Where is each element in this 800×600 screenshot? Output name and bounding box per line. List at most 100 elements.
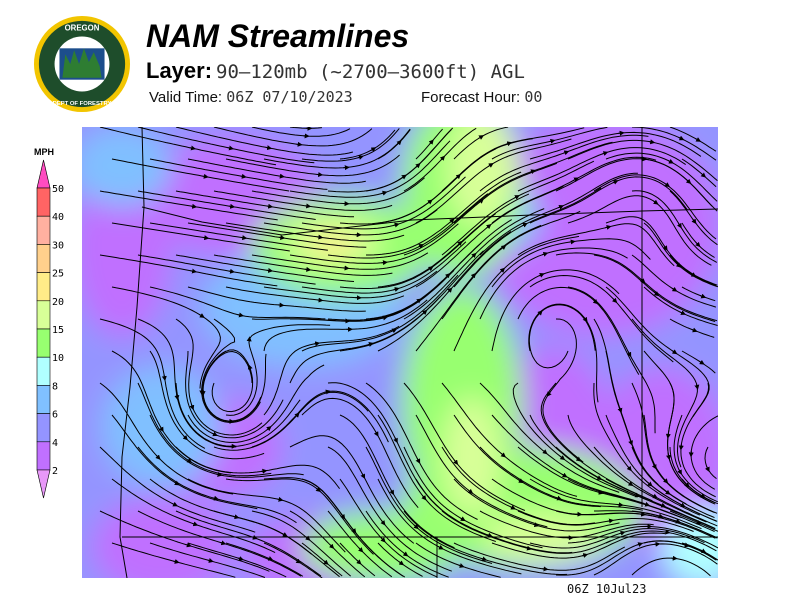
- streamline-arrow: [186, 458, 193, 463]
- streamline: [643, 158, 718, 212]
- legend-band: [36, 215, 51, 245]
- legend-above-triangle: [36, 159, 51, 189]
- streamline: [202, 350, 262, 422]
- streamline-arrow: [211, 431, 218, 437]
- streamline: [187, 286, 366, 312]
- streamline-arrow: [391, 328, 398, 334]
- streamline: [529, 176, 688, 224]
- streamline-arrow: [518, 478, 524, 484]
- streamline: [555, 510, 716, 539]
- streamline-arrow: [674, 518, 681, 524]
- streamline-arrow: [351, 528, 357, 534]
- streamline-arrow: [393, 287, 400, 292]
- streamline-arrow: [695, 520, 702, 525]
- streamline-arrow: [393, 437, 398, 444]
- streamline-arrow: [381, 315, 389, 321]
- legend-tick-label: 40: [52, 212, 64, 223]
- streamline: [99, 127, 277, 166]
- legend-tick-label: 15: [52, 325, 64, 336]
- streamline-arrow: [427, 266, 434, 272]
- streamline-arrow: [294, 412, 300, 418]
- streamline: [365, 129, 452, 192]
- streamline-arrow: [174, 393, 180, 401]
- streamline-arrow: [557, 204, 564, 210]
- streamline-arrow: [636, 542, 644, 547]
- streamline-arrow: [537, 310, 543, 316]
- legend-band: [36, 441, 51, 471]
- streamline-arrow: [402, 551, 409, 557]
- streamline: [403, 446, 543, 549]
- streamline: [225, 154, 400, 177]
- streamline: [366, 171, 522, 256]
- streamline-arrow: [559, 455, 566, 461]
- streamline-arrow: [663, 529, 671, 535]
- streamline-arrow: [549, 138, 556, 144]
- streamline: [111, 222, 290, 252]
- streamline-arrow: [699, 493, 706, 499]
- streamline: [567, 525, 718, 549]
- streamline-arrow: [278, 173, 285, 179]
- streamline-arrow: [421, 309, 428, 316]
- streamline: [175, 190, 355, 218]
- streamline: [99, 382, 234, 495]
- streamline-arrow: [370, 147, 377, 152]
- wind-speed-legend: MPH 50 40 30 25 20 15 10 8 6 4 2: [34, 147, 64, 499]
- streamline: [441, 510, 612, 554]
- streamline: [149, 222, 328, 251]
- streamline: [491, 414, 645, 505]
- streamline: [327, 193, 489, 259]
- streamline: [643, 540, 717, 561]
- streamline: [567, 414, 707, 523]
- streamline: [415, 478, 573, 554]
- streamline-arrow: [662, 245, 668, 251]
- streamline-arrow: [373, 430, 379, 437]
- streamline: [479, 247, 628, 320]
- streamline-arrow: [575, 456, 582, 462]
- streamline-arrow: [467, 488, 474, 494]
- valid-time-label: Valid Time:: [149, 89, 223, 106]
- map-timestamp: 06Z 10Jul23: [567, 582, 647, 596]
- streamline: [529, 528, 705, 549]
- streamline: [251, 390, 389, 448]
- streamline: [251, 252, 429, 270]
- streamline-arrow: [628, 439, 633, 446]
- streamline-arrow: [219, 540, 227, 546]
- streamline: [555, 252, 718, 322]
- legend-band: [36, 356, 51, 386]
- streamline: [175, 254, 355, 282]
- streamline: [365, 446, 493, 564]
- streamline: [301, 241, 467, 294]
- streamline-arrow: [316, 234, 324, 240]
- streamline: [99, 446, 256, 533]
- streamline: [631, 318, 698, 468]
- streamline-arrow: [413, 524, 419, 530]
- streamline: [631, 254, 717, 308]
- streamline: [631, 557, 711, 577]
- streamline-arrow: [643, 501, 651, 507]
- legend-band: [36, 385, 51, 414]
- streamline-arrow: [304, 203, 312, 209]
- streamline-arrow: [266, 426, 272, 432]
- streamline: [99, 318, 206, 449]
- streamline: [415, 138, 572, 224]
- page-title: NAM Streamlines: [146, 18, 410, 54]
- streamline: [111, 478, 276, 554]
- streamline: [377, 230, 512, 352]
- streamline: [149, 350, 265, 460]
- streamline: [441, 446, 596, 525]
- oregon-department-of-forestry-logo: OREGON DEPT OF FORESTRY: [33, 15, 131, 113]
- legend-unit: MPH: [34, 147, 54, 157]
- streamline-arrow: [380, 520, 386, 526]
- streamline-arrow: [695, 241, 701, 248]
- streamline: [491, 127, 608, 160]
- streamline-arrow: [324, 389, 331, 395]
- streamline-arrow: [278, 235, 286, 240]
- streamline-arrow: [240, 235, 248, 241]
- streamline: [453, 141, 613, 224]
- streamline: [149, 414, 304, 478]
- streamline: [377, 193, 530, 288]
- streamline-arrow: [538, 273, 545, 278]
- streamline: [187, 478, 346, 553]
- forecast-hour-value: 00: [524, 88, 543, 106]
- streamline: [365, 510, 449, 578]
